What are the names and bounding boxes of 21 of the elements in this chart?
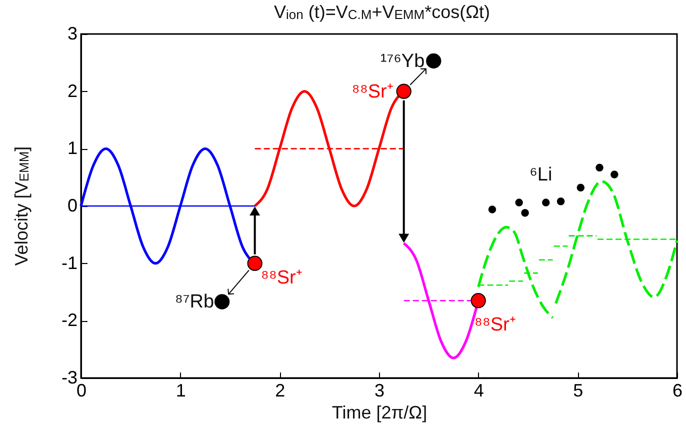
y-tick-label: 3 <box>67 24 78 44</box>
annotation: ⁶Li <box>530 164 552 186</box>
chart-title: V$_{ion}$ (t)=V$_{C.M}$+V$_{EMM}$*cos(Ωt) <box>274 2 490 23</box>
annotation: ¹⁷⁶Yb <box>380 50 425 72</box>
y-tick-label: -3 <box>61 368 78 388</box>
y-tick-label: 0 <box>67 196 78 216</box>
y-tick-label: -2 <box>61 310 78 330</box>
y-tick-label: -1 <box>61 252 78 273</box>
annotation: ⁸⁸Sr⁺ <box>260 267 302 288</box>
y-tick-label: 1 <box>67 138 78 158</box>
annotation: ⁸⁷Rb <box>174 292 214 313</box>
annotation: ⁸⁸Sr⁺ <box>352 81 393 102</box>
annotation: ⁸⁸Sr⁺ <box>474 314 516 336</box>
x-tick-label: 4 <box>474 380 484 400</box>
x-tick-label: 3 <box>374 380 385 400</box>
x-tick-label: 5 <box>573 380 584 400</box>
y-tick-label: 2 <box>67 80 78 101</box>
x-tick-label: 2 <box>275 380 286 400</box>
x-tick-label: 6 <box>672 380 683 400</box>
x-tick-label: 1 <box>176 380 186 400</box>
x-axis-title: Time [2π/Ω] <box>332 402 428 422</box>
